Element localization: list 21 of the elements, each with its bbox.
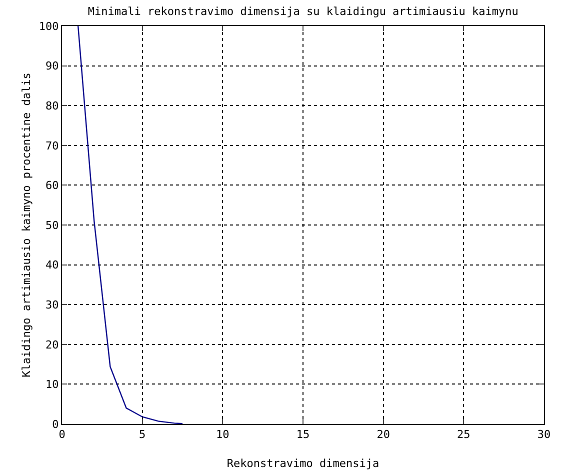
x-tick-label: 5 — [139, 428, 146, 442]
x-axis-title: Rekonstravimo dimensija — [226, 457, 380, 470]
y-tick-label: 80 — [46, 99, 59, 112]
y-tick-label: 20 — [46, 338, 59, 352]
y-tick-label: 30 — [46, 298, 59, 312]
x-tick-label: 15 — [296, 428, 310, 442]
y-tick-label: 0 — [52, 418, 59, 431]
y-tick-label: 70 — [46, 139, 59, 152]
chart-title: Minimali rekonstravimo dimensija su klaidingu artimiausiu kaimynu — [88, 4, 518, 18]
y-tick-label: 10 — [46, 378, 59, 392]
y-tick-label: 50 — [46, 218, 59, 232]
line-series — [77, 26, 184, 424]
x-tick-label: 25 — [457, 428, 470, 442]
y-tick-label: 60 — [46, 179, 59, 192]
y-axis-title: Klaidingo artimiausio kaimyno procentine dalis — [20, 72, 33, 378]
y-tick-label: 40 — [46, 258, 59, 272]
x-tick-label: 10 — [216, 428, 230, 442]
y-tick-label: 100 — [38, 20, 59, 33]
x-tick-label: 20 — [376, 428, 390, 442]
y-tick-label: 90 — [46, 60, 59, 73]
x-tick-label: 30 — [537, 428, 551, 442]
